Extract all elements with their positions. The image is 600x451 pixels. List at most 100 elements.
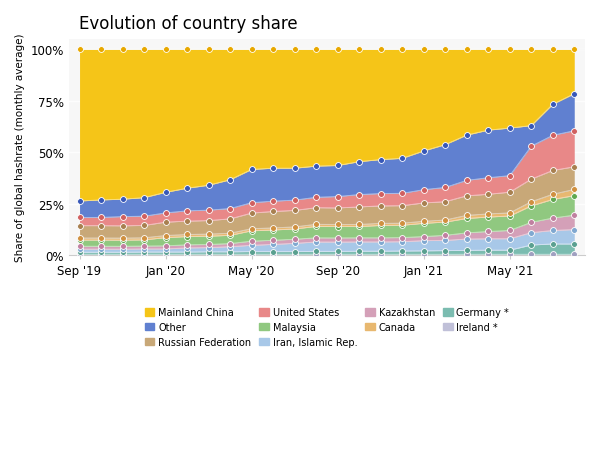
Point <box>333 47 343 54</box>
Point <box>204 233 214 240</box>
Y-axis label: Share of global hashrate (monthly average): Share of global hashrate (monthly averag… <box>15 34 25 262</box>
Point <box>118 243 127 250</box>
Point <box>182 185 192 192</box>
Point <box>548 241 557 248</box>
Point <box>226 216 235 223</box>
Point <box>290 207 299 215</box>
Point <box>311 163 321 170</box>
Point <box>118 196 127 203</box>
Point <box>268 198 278 205</box>
Point <box>204 231 214 238</box>
Point <box>75 249 85 256</box>
Point <box>333 223 343 230</box>
Point <box>139 237 149 244</box>
Point <box>397 155 407 162</box>
Point <box>505 47 515 54</box>
Point <box>526 123 536 130</box>
Point <box>355 221 364 229</box>
Point <box>311 251 321 258</box>
Point <box>548 101 557 109</box>
Point <box>204 182 214 189</box>
Point <box>161 243 170 250</box>
Point <box>484 228 493 235</box>
Point <box>440 47 450 54</box>
Point <box>311 235 321 242</box>
Point <box>139 47 149 54</box>
Point <box>397 222 407 229</box>
Point <box>96 237 106 244</box>
Point <box>247 210 256 217</box>
Point <box>311 194 321 202</box>
Point <box>333 162 343 170</box>
Point <box>182 208 192 215</box>
Point <box>484 251 493 258</box>
Point <box>118 237 127 244</box>
Point <box>440 198 450 206</box>
Point <box>96 251 106 258</box>
Point <box>355 239 364 246</box>
Point <box>75 214 85 221</box>
Point <box>484 47 493 54</box>
Point <box>355 251 364 258</box>
Point <box>440 142 450 149</box>
Point <box>484 175 493 182</box>
Point <box>440 248 450 255</box>
Point <box>548 167 557 175</box>
Point <box>419 220 428 227</box>
Point <box>397 47 407 54</box>
Point <box>355 47 364 54</box>
Point <box>311 221 321 228</box>
Point <box>182 245 192 252</box>
Point <box>204 249 214 256</box>
Point <box>139 222 149 230</box>
Point <box>226 206 235 213</box>
Point <box>569 251 579 258</box>
Point <box>569 241 579 248</box>
Point <box>247 242 256 249</box>
Point <box>226 251 235 258</box>
Point <box>440 237 450 244</box>
Point <box>569 193 579 200</box>
Point <box>526 203 536 210</box>
Point <box>290 197 299 204</box>
Point <box>548 191 557 198</box>
Point <box>161 232 170 239</box>
Point <box>484 191 493 198</box>
Point <box>268 241 278 249</box>
Point <box>505 227 515 235</box>
Point <box>161 47 170 54</box>
Point <box>226 240 235 248</box>
Point <box>397 248 407 255</box>
Point <box>569 212 579 219</box>
Point <box>333 221 343 229</box>
Point <box>397 220 407 227</box>
Point <box>462 251 472 258</box>
Point <box>118 213 127 221</box>
Point <box>268 237 278 244</box>
Point <box>333 239 343 246</box>
Point <box>397 251 407 258</box>
Point <box>247 200 256 207</box>
Point <box>376 47 385 54</box>
Point <box>290 240 299 248</box>
Point <box>462 236 472 243</box>
Point <box>118 249 127 256</box>
Point <box>376 248 385 255</box>
Point <box>419 233 428 240</box>
Point <box>247 47 256 54</box>
Point <box>139 246 149 253</box>
Point <box>75 47 85 54</box>
Point <box>247 238 256 245</box>
Point <box>440 251 450 258</box>
Point <box>484 247 493 254</box>
Point <box>247 249 256 256</box>
Point <box>484 127 493 134</box>
Point <box>397 235 407 242</box>
Point <box>290 224 299 231</box>
Point <box>75 235 85 242</box>
Point <box>96 235 106 242</box>
Point <box>333 205 343 212</box>
Point <box>419 148 428 155</box>
Point <box>182 231 192 239</box>
Point <box>311 248 321 255</box>
